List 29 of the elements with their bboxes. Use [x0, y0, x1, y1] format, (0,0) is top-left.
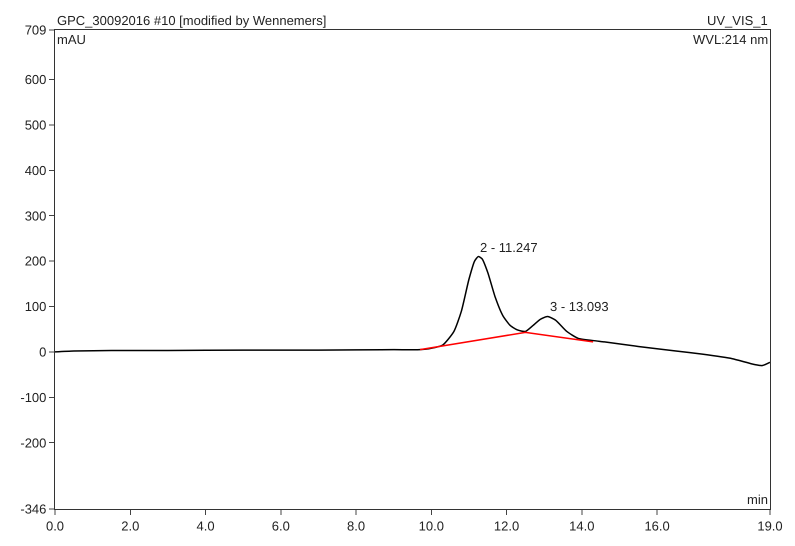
x-tick-label: 8.0	[347, 518, 366, 534]
x-tick-label: 2.0	[121, 518, 140, 534]
y-tick-label: 0	[39, 344, 46, 360]
line-series	[55, 256, 770, 366]
y-tick-label: 300	[24, 208, 46, 224]
annotation: 2 - 11.247	[480, 240, 538, 255]
y-tick-label: 400	[24, 162, 46, 178]
y-tick-label: -346	[20, 502, 46, 517]
y-tick-label: -100	[20, 390, 46, 405]
y-tick-label: 200	[24, 254, 46, 269]
x-tick-label: 19.0	[757, 518, 783, 534]
chart-subtitle: UV_VIS_1	[707, 13, 768, 28]
y-tick-label: 100	[24, 299, 46, 314]
chart-title: GPC_30092016 #10 [modified by Wennemers]	[57, 13, 326, 28]
y-tick-label: -200	[20, 435, 46, 450]
x-tick-label: 14.0	[569, 518, 594, 534]
x-tick-label: 6.0	[272, 518, 290, 534]
y-axis-title: mAU	[57, 32, 86, 47]
annotation: WVL:214 nm	[693, 32, 768, 47]
annotation: 3 - 13.093	[550, 299, 609, 314]
x-tick-label: 16.0	[644, 518, 670, 534]
y-tick-label: 500	[24, 117, 46, 132]
x-tick-label: 0.0	[46, 518, 64, 534]
x-tick-label: 4.0	[196, 518, 215, 534]
x-tick-label: 10.0	[418, 518, 444, 534]
y-tick-label: 709	[24, 22, 46, 38]
x-axis-title: min	[747, 492, 768, 507]
x-tick-label: 12.0	[494, 518, 520, 534]
y-tick-label: 600	[24, 72, 46, 88]
